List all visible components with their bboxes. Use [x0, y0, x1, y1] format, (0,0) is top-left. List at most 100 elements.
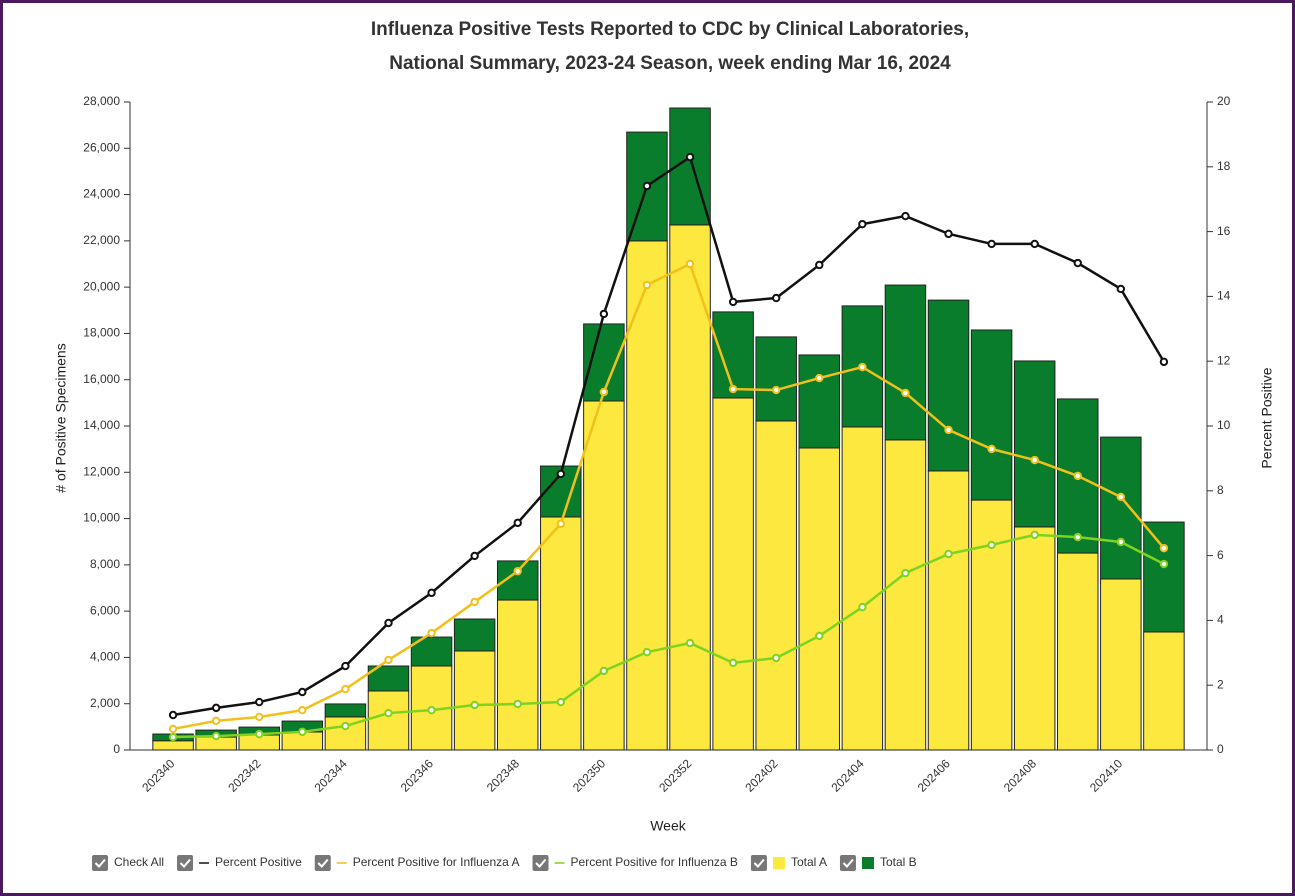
- bar: [453, 650, 496, 751]
- point: [1159, 357, 1169, 367]
- x-tick-label: 202408: [1001, 756, 1039, 794]
- y-tick-label: 4,000: [90, 650, 120, 664]
- point: [341, 721, 350, 731]
- legend-checkbox: [92, 855, 108, 871]
- x-axis-title: Week: [650, 818, 687, 834]
- legend-check: [842, 858, 854, 868]
- point: [772, 653, 781, 663]
- y-tick-label: 20,000: [83, 279, 120, 293]
- bar: [367, 690, 410, 751]
- point: [1030, 455, 1039, 465]
- bar: [927, 470, 970, 751]
- legend-check: [317, 858, 329, 868]
- point: [427, 588, 436, 598]
- bar: [152, 740, 194, 751]
- bar: [841, 426, 884, 751]
- legend-check: [94, 858, 106, 868]
- bar: [583, 400, 625, 751]
- legend-checkbox: [177, 855, 194, 871]
- point: [427, 705, 436, 715]
- point: [685, 638, 695, 648]
- y-axis-title: # of Positive Specimens: [53, 343, 69, 492]
- legend-item[interactable]: Percent Positive for Influenza A: [314, 855, 520, 871]
- point: [255, 729, 264, 739]
- legend-item[interactable]: Total B: [839, 855, 917, 871]
- point: [255, 712, 264, 722]
- bar: [1013, 360, 1056, 528]
- bar: [540, 516, 582, 751]
- point: [556, 519, 565, 529]
- legend-check-all[interactable]: Check All: [92, 855, 164, 871]
- legend-label: Total A: [791, 855, 827, 869]
- legend-checkbox: [750, 855, 767, 871]
- point: [384, 708, 393, 718]
- x-tick-label: 202350: [570, 756, 608, 794]
- legend-label: Percent Positive: [215, 855, 302, 869]
- point: [211, 731, 221, 741]
- y-tick-label: 22,000: [83, 233, 120, 247]
- y-tick-label: 16,000: [83, 372, 120, 386]
- point: [685, 259, 695, 269]
- point: [556, 469, 565, 479]
- y-tick-label: 6,000: [90, 603, 120, 617]
- point: [341, 684, 350, 694]
- x-tick-label: 202346: [398, 756, 436, 794]
- point: [901, 388, 910, 398]
- y2-tick-label: 2: [1217, 677, 1224, 691]
- point: [168, 724, 178, 734]
- point: [298, 727, 307, 737]
- bar: [970, 499, 1013, 751]
- point: [211, 716, 221, 726]
- x-tick-label: 202340: [139, 756, 177, 794]
- point: [599, 666, 609, 676]
- point: [384, 618, 393, 628]
- y2-tick-label: 20: [1217, 94, 1231, 108]
- bar: [669, 224, 711, 751]
- point: [642, 280, 652, 290]
- legend-item[interactable]: Percent Positive: [177, 855, 302, 871]
- y-tick-label: 2,000: [90, 696, 120, 710]
- point: [427, 628, 436, 638]
- bar: [1143, 521, 1185, 633]
- point: [772, 385, 781, 395]
- point: [944, 549, 953, 559]
- bar: [755, 336, 797, 422]
- point: [728, 384, 738, 394]
- point: [815, 260, 824, 270]
- point: [728, 297, 738, 307]
- point: [858, 219, 867, 229]
- point: [168, 710, 178, 720]
- point: [987, 444, 996, 454]
- point: [1030, 239, 1039, 249]
- x-tick-label: 202344: [312, 756, 350, 794]
- bar: [496, 599, 539, 751]
- legend-item[interactable]: Percent Positive for Influenza B: [532, 855, 738, 871]
- y2-tick-label: 14: [1217, 289, 1231, 303]
- bar: [927, 299, 970, 472]
- point: [987, 540, 996, 550]
- point: [772, 293, 781, 303]
- point: [944, 229, 953, 239]
- y2-tick-label: 4: [1217, 613, 1224, 627]
- point: [513, 699, 522, 709]
- y2-tick-label: 6: [1217, 548, 1224, 562]
- point: [211, 703, 221, 713]
- legend-label: Total B: [880, 855, 917, 869]
- point: [556, 697, 565, 707]
- x-tick-label: 202410: [1087, 756, 1125, 794]
- y-tick-label: 0: [113, 742, 120, 756]
- legend-label: Percent Positive for Influenza B: [571, 855, 738, 869]
- legend-check: [753, 858, 765, 868]
- x-tick-label: 202402: [742, 756, 780, 794]
- y-tick-label: 18,000: [83, 326, 120, 340]
- bar: [453, 618, 496, 652]
- legend-item[interactable]: Total A: [750, 855, 827, 871]
- point: [1073, 471, 1082, 481]
- line: [173, 533, 1165, 739]
- y2-tick-label: 12: [1217, 353, 1231, 367]
- point: [1159, 543, 1169, 553]
- bar: [324, 703, 367, 718]
- point: [944, 425, 953, 435]
